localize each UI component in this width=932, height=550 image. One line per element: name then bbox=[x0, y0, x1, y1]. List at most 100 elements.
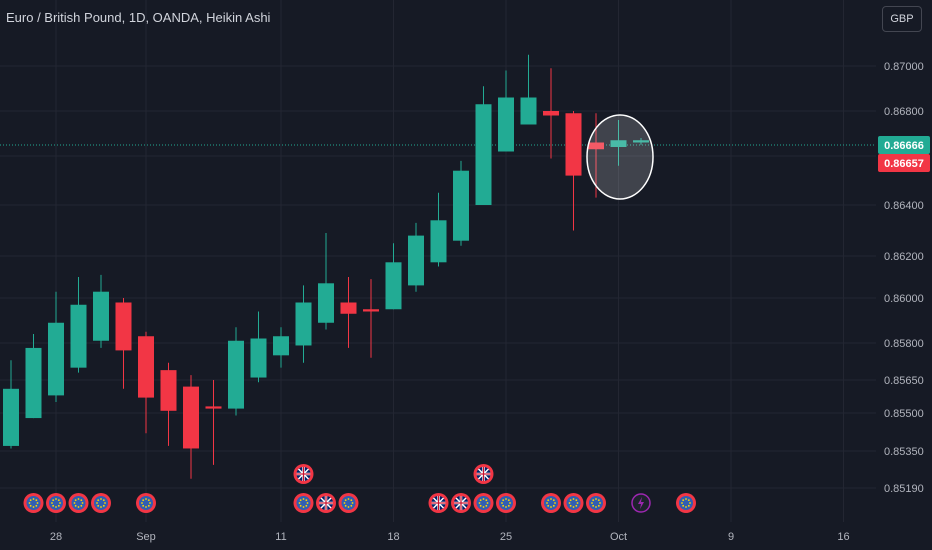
candle-body bbox=[273, 336, 289, 356]
event-marker-uk bbox=[473, 464, 494, 484]
eu-flag-star bbox=[302, 506, 305, 508]
eu-flag-star bbox=[343, 502, 346, 504]
candle-body bbox=[610, 140, 627, 147]
x-tick-label: 9 bbox=[728, 531, 734, 543]
eu-flag-star bbox=[299, 504, 302, 507]
eu-flag-star bbox=[552, 504, 555, 507]
eu-flag-star bbox=[344, 504, 347, 507]
candle bbox=[138, 331, 154, 434]
eu-flag-star bbox=[80, 504, 83, 507]
currency-button[interactable]: GBP bbox=[882, 6, 922, 32]
candle-body bbox=[138, 336, 154, 398]
eu-flag-star bbox=[302, 498, 305, 500]
eu-flag-star bbox=[597, 504, 600, 507]
candle-body bbox=[475, 104, 492, 205]
event-marker-eu bbox=[338, 493, 359, 513]
candle bbox=[183, 375, 199, 479]
eu-flag-star bbox=[80, 499, 83, 502]
eu-flag-star bbox=[147, 499, 150, 502]
candle bbox=[3, 360, 19, 449]
eu-flag-star bbox=[486, 502, 489, 504]
eu-flag-star bbox=[507, 499, 510, 502]
candle-body bbox=[588, 142, 604, 150]
eu-flag-field bbox=[49, 496, 63, 510]
candle-body bbox=[70, 304, 87, 368]
eu-flag-star bbox=[59, 502, 61, 504]
eu-flag-star bbox=[347, 506, 350, 508]
candle bbox=[318, 233, 334, 330]
candle-body bbox=[363, 309, 379, 312]
lightning-glyph bbox=[638, 497, 644, 509]
candle-body bbox=[3, 388, 19, 446]
eu-flag-star bbox=[569, 504, 572, 507]
candle bbox=[205, 380, 222, 465]
eu-flag-star bbox=[685, 498, 687, 500]
highlight-circle bbox=[586, 114, 654, 200]
y-tick-label: 0.87000 bbox=[884, 61, 924, 73]
eu-flag-star bbox=[55, 506, 57, 508]
event-marker-eu bbox=[586, 493, 606, 513]
eu-flag-field bbox=[476, 496, 491, 510]
eu-flag-field bbox=[341, 496, 356, 510]
x-tick-label: 25 bbox=[500, 531, 512, 543]
eu-flag-star bbox=[482, 498, 485, 500]
price-label-value: 0.86666 bbox=[884, 140, 924, 152]
candle bbox=[228, 327, 244, 416]
candle bbox=[565, 111, 582, 231]
eu-flag-field bbox=[589, 496, 603, 510]
eu-flag-star bbox=[97, 504, 100, 507]
eu-flag-star bbox=[74, 499, 77, 502]
candle bbox=[273, 327, 289, 368]
x-tick-label: 18 bbox=[387, 531, 399, 543]
candle-body bbox=[430, 220, 447, 263]
eu-flag-star bbox=[28, 502, 31, 504]
candle-body bbox=[205, 406, 222, 409]
candle bbox=[520, 54, 537, 125]
eu-flag-field bbox=[544, 496, 558, 510]
eu-flag-star bbox=[73, 502, 76, 504]
event-marker-eu bbox=[496, 493, 516, 513]
eu-flag-star bbox=[595, 506, 597, 508]
eu-flag-star bbox=[507, 504, 510, 507]
event-marker-eu bbox=[23, 493, 44, 513]
candle bbox=[93, 274, 109, 348]
y-tick-label: 0.85800 bbox=[884, 338, 924, 350]
eu-flag-star bbox=[685, 506, 687, 508]
eu-flag-field bbox=[139, 496, 153, 510]
price-axis: 0.870000.868000.866000.864000.862000.860… bbox=[884, 61, 924, 495]
x-tick-label: 16 bbox=[837, 531, 849, 543]
event-marker-uk bbox=[293, 464, 314, 484]
y-tick-label: 0.86200 bbox=[884, 251, 924, 263]
eu-flag-star bbox=[682, 504, 685, 507]
event-marker-eu bbox=[91, 493, 111, 513]
candle bbox=[340, 277, 357, 348]
event-layer bbox=[23, 464, 696, 513]
eu-flag-star bbox=[479, 504, 482, 507]
candle bbox=[250, 311, 267, 383]
candle-body bbox=[250, 338, 267, 378]
candle-body bbox=[520, 97, 537, 125]
y-tick-label: 0.85500 bbox=[884, 408, 924, 420]
candle-body bbox=[160, 370, 177, 411]
eu-flag-star bbox=[51, 502, 53, 504]
eu-flag-star bbox=[568, 502, 571, 504]
eu-flag-star bbox=[74, 504, 77, 507]
candle-body bbox=[25, 347, 42, 419]
eu-flag-star bbox=[57, 504, 60, 507]
eu-flag-star bbox=[572, 506, 575, 508]
eu-flag-star bbox=[509, 502, 511, 504]
eu-flag-star bbox=[29, 504, 32, 507]
eu-flag-star bbox=[552, 499, 555, 502]
event-marker-eu bbox=[563, 493, 584, 513]
candle bbox=[610, 120, 627, 166]
event-marker-eu bbox=[136, 493, 156, 513]
candle-body bbox=[408, 235, 424, 286]
eu-flag-star bbox=[485, 499, 488, 502]
eu-flag-star bbox=[102, 504, 105, 507]
candle bbox=[475, 86, 492, 205]
eu-flag-star bbox=[550, 498, 552, 500]
eu-flag-star bbox=[97, 499, 100, 502]
eu-flag-star bbox=[505, 498, 507, 500]
